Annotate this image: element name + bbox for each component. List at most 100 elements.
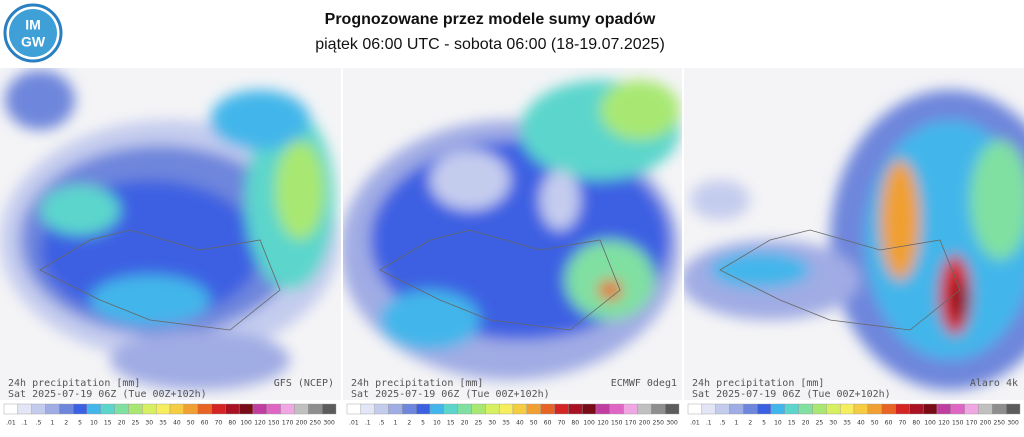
legend-label: 40 (857, 420, 865, 427)
legend-swatch (443, 403, 458, 415)
legend-label: 40 (173, 420, 181, 427)
model-name: GFS (NCEP) (274, 378, 334, 389)
legend-label: 60 (201, 420, 209, 427)
legend-label: .01 (349, 420, 359, 427)
title: Prognozowane przez modele sumy opadów (325, 11, 656, 28)
legend-swatch (155, 403, 171, 415)
legend-swatch (142, 403, 157, 415)
legend-swatch (895, 403, 910, 415)
logo-text: IM (25, 17, 41, 33)
legend-label: .5 (36, 420, 42, 427)
legend-swatch (798, 403, 813, 415)
legend-swatch (595, 403, 611, 415)
legend-label: 35 (502, 420, 510, 427)
legend-label: 10 (774, 420, 782, 427)
legend-swatch (839, 403, 855, 415)
legend-label: 70 (558, 420, 566, 427)
legend-swatch (950, 403, 965, 415)
legend-swatch (812, 403, 827, 415)
legend-label: 25 (475, 420, 483, 427)
legend-label: 40 (516, 420, 524, 427)
legend-label: 50 (187, 420, 195, 427)
legend-label: 30 (488, 420, 496, 427)
legend-label: 170 (625, 420, 637, 427)
legend-swatch (128, 403, 143, 415)
legend-label: 5 (421, 420, 425, 427)
map-gfs (0, 68, 341, 400)
legend-swatch (687, 403, 703, 415)
legend-label: 5 (762, 420, 766, 427)
borders (39, 229, 961, 331)
legend-swatch (964, 403, 979, 415)
legend-swatch (715, 403, 730, 415)
legend-label: 250 (310, 420, 322, 427)
legend-swatch (59, 403, 74, 415)
legend-label: 15 (788, 420, 796, 427)
legend-label: 2 (407, 420, 411, 427)
legend-label: 120 (597, 420, 609, 427)
legend-label: 150 (952, 420, 964, 427)
legend-swatch (346, 403, 362, 415)
legend-swatch (388, 403, 403, 415)
legend-label: 100 (583, 420, 595, 427)
legend-label: 50 (871, 420, 879, 427)
legend-label: 15 (104, 420, 112, 427)
legend-swatch (360, 403, 375, 415)
caption: 24h precipitation [mm] (8, 378, 140, 389)
legend-label: 2 (748, 420, 752, 427)
legend-swatch (457, 403, 472, 415)
legend-label: 10 (90, 420, 98, 427)
legend-swatch (1005, 403, 1021, 415)
legend-label: .1 (706, 420, 712, 427)
legend-swatch (17, 403, 32, 415)
caption: 24h precipitation [mm] (351, 378, 483, 389)
legend-label: 30 (829, 420, 837, 427)
legend-label: 1 (735, 420, 739, 427)
legend-swatch (512, 403, 528, 415)
legend-swatch (729, 403, 744, 415)
legend-label: .5 (720, 420, 726, 427)
legend-swatch (169, 403, 185, 415)
legend-swatch (294, 403, 309, 415)
map-ecmwf (343, 68, 682, 400)
legend-swatch (909, 403, 924, 415)
legend-label: 170 (282, 420, 294, 427)
legend-swatch (978, 403, 993, 415)
legend-label: 80 (228, 420, 236, 427)
subtitle: piątek 06:00 UTC - sobota 06:00 (18-19.0… (315, 36, 665, 53)
legend-label: .5 (379, 420, 385, 427)
legend-swatch (770, 403, 786, 415)
legend-label: 150 (611, 420, 623, 427)
legend-label: 20 (461, 420, 469, 427)
legend-label: 170 (966, 420, 978, 427)
legend-swatch (45, 403, 60, 415)
legend-label: 300 (1007, 420, 1019, 427)
legend-swatch (280, 403, 295, 415)
legend-label: 25 (816, 420, 824, 427)
legend-swatch (429, 403, 445, 415)
legend-label: 35 (159, 420, 167, 427)
model-name: Alaro 4k (970, 378, 1018, 389)
legend-label: 120 (938, 420, 950, 427)
legend-swatch (701, 403, 716, 415)
legend-label: 80 (912, 420, 920, 427)
legend-swatch (922, 403, 938, 415)
legend-swatch (853, 403, 869, 415)
legend-label: .01 (690, 420, 700, 427)
legend-swatch (526, 403, 541, 415)
legend-label: 70 (215, 420, 223, 427)
legend-label: 150 (268, 420, 280, 427)
legend-swatch (992, 403, 1007, 415)
legend-label: 25 (132, 420, 140, 427)
legend-swatch (211, 403, 226, 415)
legend-label: 200 (639, 420, 651, 427)
legend-label: 50 (530, 420, 538, 427)
legend-label: 300 (666, 420, 678, 427)
legend-swatch (197, 403, 212, 415)
legend-label: 80 (571, 420, 579, 427)
legend-swatch (415, 403, 431, 415)
legend-label: 300 (323, 420, 335, 427)
legend-swatch (664, 403, 680, 415)
legend-label: 2 (64, 420, 68, 427)
